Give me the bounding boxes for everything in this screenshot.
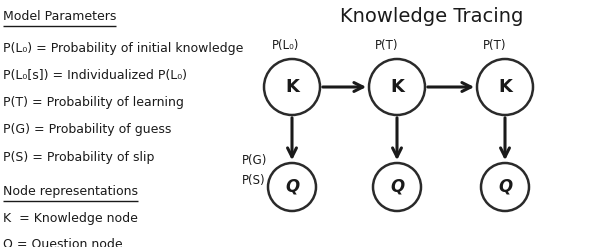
Text: Model Parameters: Model Parameters [3,10,116,23]
Text: P(L₀): P(L₀) [272,39,299,52]
Text: P(G) = Probability of guess: P(G) = Probability of guess [3,124,172,137]
Circle shape [373,163,421,211]
Text: K: K [390,78,404,96]
Circle shape [264,59,320,115]
Text: Node representations: Node representations [3,185,138,198]
Text: K: K [498,78,512,96]
Circle shape [369,59,425,115]
Text: P(T) = Probability of learning: P(T) = Probability of learning [3,96,184,109]
Circle shape [481,163,529,211]
Text: Knowledge Tracing: Knowledge Tracing [340,7,524,26]
Text: P(S) = Probability of slip: P(S) = Probability of slip [3,151,154,164]
Text: P(L₀[s]) = Individualized P(L₀): P(L₀[s]) = Individualized P(L₀) [3,69,187,82]
Text: P(T): P(T) [375,39,398,52]
Circle shape [268,163,316,211]
Text: Q: Q [285,178,299,196]
Text: Q = Question node: Q = Question node [3,237,122,247]
Text: Q: Q [390,178,404,196]
Text: P(S): P(S) [242,174,266,187]
Circle shape [477,59,533,115]
Text: Q: Q [498,178,512,196]
Text: P(G): P(G) [242,154,268,167]
Text: P(L₀) = Probability of initial knowledge: P(L₀) = Probability of initial knowledge [3,42,244,55]
Text: K  = Knowledge node: K = Knowledge node [3,212,138,226]
Text: P(T): P(T) [483,39,506,52]
Text: K: K [285,78,299,96]
